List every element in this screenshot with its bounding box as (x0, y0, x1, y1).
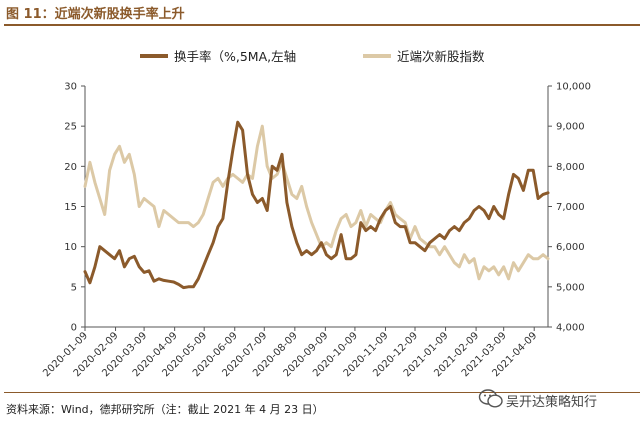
right-tick-label: 6,000 (556, 242, 585, 253)
watermark: 吴开达策略知行 (506, 395, 598, 410)
source-note: 资料来源：Wind，德邦研究所（注：截止 2021 年 4 月 23 日） (6, 403, 324, 416)
figure-title: 图 11：近端次新股换手率上升 (6, 7, 185, 22)
wechat-icon (478, 389, 503, 408)
series-line-turnover (83, 120, 550, 290)
right-tick-label: 9,000 (556, 122, 585, 133)
left-tick-label: 30 (64, 82, 77, 93)
title-rule (4, 24, 640, 26)
series-line-index (83, 124, 550, 281)
left-tick-label: 0 (71, 323, 77, 334)
legend: 换手率（%,5MA,左轴 近端次新股指数 (140, 49, 485, 64)
legend-label-turnover: 换手率（%,5MA,左轴 (174, 49, 296, 64)
turnover-vs-index-chart: 换手率（%,5MA,左轴 近端次新股指数 0 5 10 15 20 25 30 4,000 5… (41, 49, 591, 379)
left-tick-label: 5 (71, 282, 77, 293)
x-axis-ticks: 2020-01-092020-02-092020-03-092020-04-09… (41, 327, 539, 379)
left-tick-label: 20 (64, 162, 77, 173)
right-tick-label: 5,000 (556, 282, 585, 293)
right-tick-label: 7,000 (556, 202, 585, 213)
left-axis-ticks: 0 5 10 15 20 25 30 (64, 82, 85, 334)
left-tick-label: 15 (64, 202, 77, 213)
right-tick-label: 10,000 (556, 82, 591, 93)
left-tick-label: 10 (64, 242, 77, 253)
legend-label-index: 近端次新股指数 (397, 49, 485, 64)
bottom-rule (4, 392, 640, 393)
right-axis-ticks: 4,000 5,000 6,000 7,000 8,000 9,000 10,000 (548, 82, 591, 334)
right-tick-label: 4,000 (556, 323, 585, 334)
left-tick-label: 25 (64, 122, 77, 133)
series-layer (83, 120, 550, 290)
right-tick-label: 8,000 (556, 162, 585, 173)
